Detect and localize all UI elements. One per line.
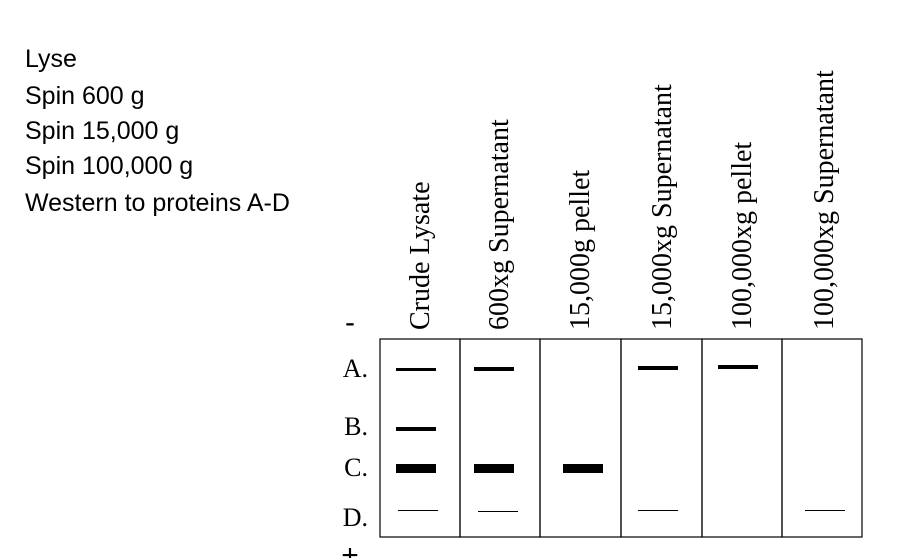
lane-label: Crude Lysate <box>405 181 436 330</box>
lane-label: 100,000xg Supernatant <box>809 70 840 330</box>
step: Western to proteins A-D <box>25 189 290 217</box>
lanes <box>379 338 863 538</box>
row-labels: A. B. C. D. <box>343 354 368 532</box>
positive-pole: + <box>341 539 359 558</box>
step: Spin 100,000 g <box>25 152 193 180</box>
protocol-steps: Lyse Spin 600 g Spin 15,000 g Spin 100,0… <box>25 45 290 217</box>
lane-labels: Crude Lysate 600xg Supernatant 15,000g p… <box>405 70 840 330</box>
band <box>638 510 678 511</box>
band <box>805 510 845 511</box>
lane-label: 15,000g pellet <box>565 170 596 330</box>
band <box>396 464 436 473</box>
row-label: D. <box>343 503 368 532</box>
band <box>396 427 436 431</box>
band <box>474 464 514 473</box>
row-label: B. <box>344 412 368 441</box>
step: Spin 600 g <box>25 82 145 110</box>
band <box>638 366 678 370</box>
lane <box>781 338 863 538</box>
step: Spin 15,000 g <box>25 117 179 145</box>
row-label: A. <box>343 354 368 383</box>
band <box>718 365 758 369</box>
lane-label: 600xg Supernatant <box>484 119 515 330</box>
band <box>396 368 436 371</box>
band <box>563 464 603 473</box>
band <box>474 367 514 371</box>
lane <box>539 338 622 538</box>
row-label: C. <box>344 453 368 482</box>
bands <box>396 365 845 512</box>
band <box>478 511 518 512</box>
band <box>398 510 438 511</box>
step: Lyse <box>25 45 77 73</box>
lane-label: 15,000xg Supernatant <box>647 84 678 330</box>
lane-label: 100,000xg pellet <box>727 142 758 330</box>
negative-pole: - <box>345 306 355 339</box>
